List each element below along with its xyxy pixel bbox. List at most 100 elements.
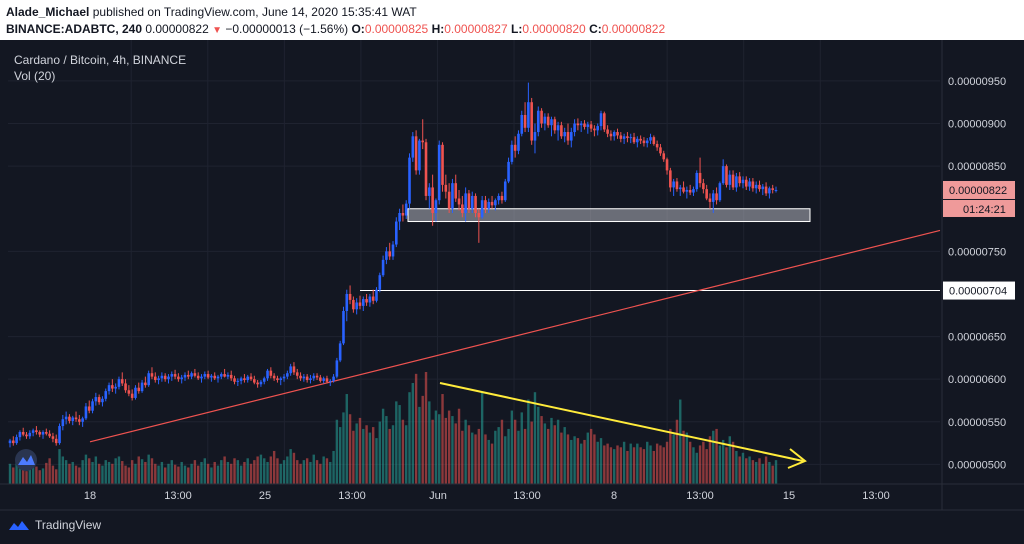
volume-bar (61, 456, 65, 484)
volume-bar (484, 434, 487, 484)
candle-body (328, 380, 332, 382)
volume-bar (619, 447, 623, 484)
volume-bar (266, 461, 269, 484)
price-axis-panel[interactable] (942, 40, 1024, 484)
volume-bar (626, 450, 629, 484)
volume-bar (599, 438, 603, 484)
volume-bar (203, 458, 207, 484)
volume-bar (504, 436, 507, 484)
volume-bar (81, 460, 84, 484)
price-tick-label: 0.00000650 (948, 332, 1006, 344)
candle-body (322, 378, 325, 381)
volume-bar (507, 428, 510, 484)
price-tick-label: 0.00000500 (948, 459, 1006, 471)
candle-body (441, 144, 444, 185)
volume-bar (688, 441, 692, 484)
candle-body (206, 374, 210, 378)
volume-bar (206, 463, 210, 484)
candle-body (348, 293, 352, 300)
volume-bar (441, 394, 444, 484)
volume-bar (474, 434, 477, 484)
author-name[interactable]: Alade_Michael (6, 5, 90, 19)
volume-bar (613, 449, 616, 484)
volume-bar (74, 465, 78, 484)
volume-bar (289, 449, 292, 484)
volume-profile-icon[interactable] (15, 449, 37, 471)
level-price-label-bg (943, 281, 1015, 300)
candle-body (84, 406, 88, 419)
volume-bar (177, 466, 180, 484)
volume-bar (517, 430, 520, 484)
candle-body (451, 183, 454, 209)
price-tick-label: 0.00000550 (948, 417, 1006, 429)
volume-bar (41, 468, 45, 484)
candle-body (279, 378, 283, 381)
volume-bar (500, 419, 504, 484)
volume-bar (64, 460, 68, 484)
candle-body (507, 161, 510, 182)
candle-body (408, 157, 411, 204)
candle-body (695, 172, 699, 190)
volume-bar (239, 465, 243, 484)
volume-bar (58, 449, 61, 484)
volume-bar (8, 463, 12, 484)
candle-body (239, 378, 243, 381)
candle-body (431, 187, 434, 213)
volume-bar (731, 441, 735, 484)
support-zone[interactable] (407, 208, 811, 223)
candle-body (728, 174, 732, 185)
volume-decline-arrow[interactable] (439, 382, 807, 469)
volume-bar (477, 428, 481, 484)
candle-body (655, 143, 659, 148)
volume-bar (550, 417, 553, 484)
time-axis-panel[interactable] (0, 484, 942, 510)
candle-body (692, 189, 695, 193)
tradingview-brand[interactable]: TradingView (8, 518, 101, 532)
volume-bar (220, 460, 223, 484)
candle-body (437, 144, 441, 201)
volume-bar (183, 465, 187, 484)
volume-bar (649, 445, 652, 484)
volume-bar (583, 439, 586, 484)
candle-body (639, 138, 642, 141)
volume-bar (173, 464, 177, 484)
volume-bar (639, 447, 642, 484)
volume-bar (157, 465, 160, 484)
ascending-trendline[interactable] (89, 229, 941, 443)
candle-body (751, 181, 755, 189)
candle-body (682, 187, 685, 192)
candle-body (569, 132, 573, 141)
price-tick-label: 0.00000900 (948, 119, 1006, 131)
candle-body (669, 170, 672, 188)
volume-bar (94, 456, 98, 484)
volume-bar (434, 410, 438, 484)
candle-body (302, 376, 306, 379)
candle-body (718, 183, 722, 201)
volume-bar (589, 428, 593, 484)
volume-bar (88, 458, 91, 484)
ohlc-low: L:0.00000820 (510, 22, 586, 36)
volume-bar (315, 460, 319, 484)
candle-body (170, 374, 174, 377)
volume-bar (48, 458, 51, 484)
time-tick-label: 25 (259, 490, 271, 502)
volume-bar (414, 373, 418, 484)
volume-bar (368, 432, 372, 484)
candle-body (262, 378, 266, 382)
candle-body (530, 102, 533, 141)
candle-body (771, 188, 774, 190)
volume-bar (576, 438, 580, 484)
candle-body (391, 244, 395, 257)
volume-bar (233, 458, 236, 484)
candle-body (48, 433, 51, 437)
tradingview-logo-icon (9, 521, 29, 530)
candle-body (213, 375, 217, 379)
volume-bar (636, 443, 639, 484)
volume-bar (586, 432, 590, 484)
candle-body (345, 293, 349, 312)
volume-bar (230, 463, 233, 484)
volume-bar (646, 441, 649, 484)
volume-bar (695, 452, 698, 484)
volume-bar (672, 434, 675, 484)
